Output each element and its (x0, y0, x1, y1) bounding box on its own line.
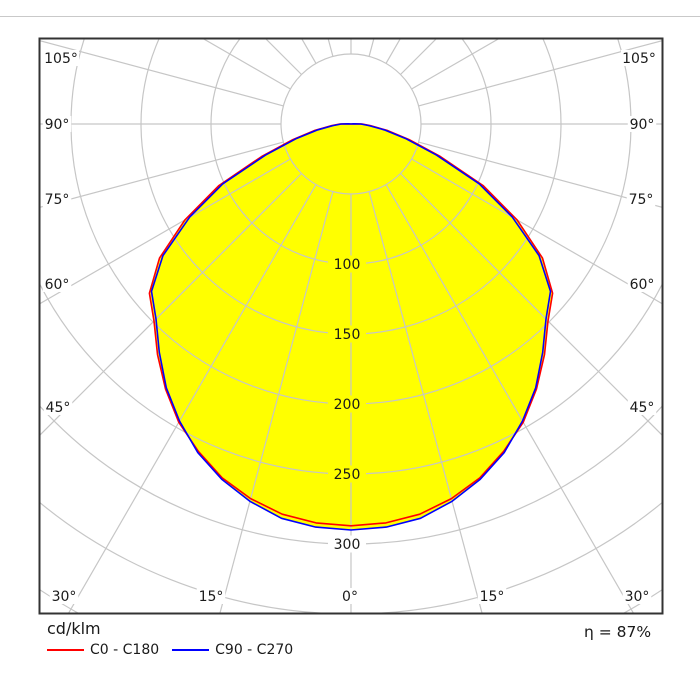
ring-value-label: 200 (334, 397, 361, 413)
legend-line-sample-c90 (172, 649, 210, 652)
grid-spoke-315 (40, 173, 302, 436)
angle-tick-bg (196, 588, 226, 604)
angle-tick-bg (627, 399, 657, 415)
legend-entries: C0 - C180 C90 - C270 (47, 642, 293, 658)
legend: cd/klm C0 - C180 C90 - C270 (47, 619, 293, 658)
grid-spoke-345 (219, 191, 334, 613)
angle-tick-label: 30° (52, 589, 77, 605)
ring-label-bg (328, 395, 366, 413)
angle-tick-bg (627, 116, 657, 132)
angle-tick-label: 15° (480, 589, 505, 605)
grid-spoke-330 (68, 184, 317, 613)
legend-entry-c0: C0 - C180 (47, 642, 159, 658)
grid-spoke-285 (40, 141, 284, 208)
angle-tick-bg (339, 588, 361, 604)
grid-spoke-255 (40, 40, 284, 107)
curve-c0-c180 (148, 123, 554, 527)
ring-label-bg (328, 255, 366, 273)
angle-tick-label: 45° (46, 400, 71, 416)
legend-line-sample-c0 (47, 649, 84, 652)
grid-spoke-45 (400, 173, 662, 436)
ring-label-bg (328, 325, 366, 343)
angle-tick-label: 90° (45, 117, 70, 133)
angle-tick-bg (43, 399, 73, 415)
angle-tick-label: 75° (629, 192, 654, 208)
grid-spoke-105 (418, 40, 662, 107)
efficiency-value: η = 87% (584, 623, 652, 641)
angle-tick-label: 90° (630, 117, 655, 133)
legend-series-name-c0: C0 - C180 (90, 642, 160, 659)
angle-tick-bg (621, 50, 657, 66)
unit-label: cd/klm (47, 619, 101, 638)
angle-tick-label: 60° (45, 277, 70, 293)
grid-spoke-300 (40, 158, 291, 304)
curve-c90-c270 (150, 123, 552, 531)
angle-tick-label: 45° (630, 400, 655, 416)
grid-spoke-30 (385, 184, 634, 613)
angle-tick-label: 0° (342, 589, 358, 605)
angle-tick-label: 15° (199, 589, 224, 605)
ring-label-bg (328, 465, 366, 483)
ring-label-bg (328, 535, 366, 553)
legend-entry-c90: C90 - C270 (172, 642, 293, 658)
angle-tick-bg (49, 588, 79, 604)
angle-tick-label: 60° (630, 277, 655, 293)
angle-tick-label: 105° (622, 51, 656, 67)
angle-tick-bg (42, 276, 72, 292)
angle-tick-bg (626, 191, 656, 207)
angle-tick-label: 75° (45, 192, 70, 208)
ring-value-label: 250 (334, 467, 361, 483)
angle-tick-label: 105° (44, 51, 78, 67)
grid-spoke-60 (411, 158, 662, 304)
grid-spoke-15 (368, 191, 483, 613)
legend-series-name-c90: C90 - C270 (215, 642, 294, 659)
angle-tick-label: 30° (625, 589, 650, 605)
angle-tick-bg (627, 276, 657, 292)
angle-tick-bg (477, 588, 507, 604)
angle-tick-bg (43, 50, 79, 66)
ring-value-label: 300 (334, 537, 361, 553)
ring-value-label: 150 (334, 327, 361, 343)
ring-value-label: 100 (334, 257, 361, 273)
angle-tick-bg (42, 116, 72, 132)
grid-spoke-75 (418, 141, 662, 208)
angle-tick-bg (622, 588, 652, 604)
angle-tick-bg (42, 191, 72, 207)
